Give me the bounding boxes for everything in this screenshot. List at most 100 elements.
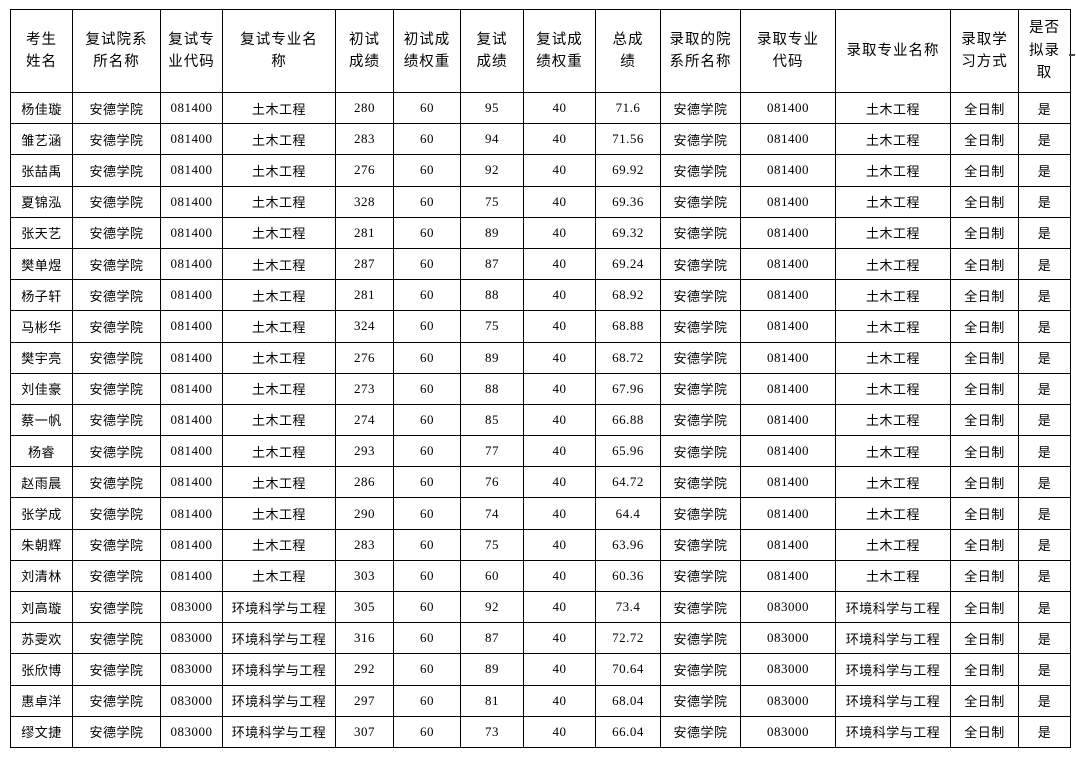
cell-is-admitted: 是 <box>1018 279 1071 312</box>
cell-is-admitted: 是 <box>1018 622 1071 655</box>
cell-initial-score-weight: 60 <box>393 341 461 374</box>
cell-retest-major-name: 土木工程 <box>222 279 336 312</box>
cell-admit-dept: 安德学院 <box>660 91 741 125</box>
cell-total-score: 68.92 <box>595 279 661 312</box>
table-row: 朱朝辉 安德学院 081400 土木工程 283 60 75 40 63.96 安德学院 08140… <box>10 528 1071 561</box>
cell-retest-major-name: 土木工程 <box>222 247 336 281</box>
cell-admit-major-code: 083000 <box>740 715 836 748</box>
cell-is-admitted: 是 <box>1018 466 1071 499</box>
table-row: 张天艺 安德学院 081400 土木工程 281 60 89 40 69.32 安德学院 08140… <box>10 216 1071 249</box>
cell-retest-score: 92 <box>460 154 524 187</box>
cell-admit-dept: 安德学院 <box>660 528 741 561</box>
cell-admit-major-name: 环境科学与工程 <box>835 590 951 624</box>
cell-total-score: 64.4 <box>595 497 661 530</box>
cell-retest-score-weight: 40 <box>523 91 596 125</box>
cell-study-mode: 全日制 <box>950 590 1019 624</box>
cell-total-score: 68.04 <box>595 684 661 717</box>
cell-retest-score: 89 <box>460 341 524 374</box>
cell-initial-score-weight: 60 <box>393 185 461 218</box>
cell-study-mode: 全日制 <box>950 559 1019 593</box>
cell-admit-major-code: 081400 <box>740 435 836 468</box>
cell-admit-dept: 安德学院 <box>660 310 741 343</box>
cell-admit-major-name: 土木工程 <box>835 91 951 125</box>
table-row: 缪文捷 安德学院 083000 环境科学与工程 307 60 73 40 66.04 安德学院 08… <box>10 715 1071 748</box>
cell-is-admitted: 是 <box>1018 91 1071 125</box>
cell-admit-dept: 安德学院 <box>660 123 741 156</box>
cell-study-mode: 全日制 <box>950 310 1019 343</box>
cell-retest-dept: 安德学院 <box>72 715 161 748</box>
cell-candidate-name: 杨佳璇 <box>10 91 73 125</box>
header-cell-retest-score-weight: 复试成 绩权重 <box>523 9 596 93</box>
cell-retest-major-code: 081400 <box>160 279 223 312</box>
cell-initial-score-weight: 60 <box>393 310 461 343</box>
cell-initial-score-weight: 60 <box>393 715 461 748</box>
cell-retest-score: 75 <box>460 310 524 343</box>
cell-retest-major-code: 081400 <box>160 559 223 593</box>
header-cell-initial-score-weight: 初试成 绩权重 <box>393 9 461 93</box>
cell-is-admitted: 是 <box>1018 497 1071 530</box>
table-row: 苏雯欢 安德学院 083000 环境科学与工程 316 60 87 40 72.72 安德学院 08… <box>10 622 1071 655</box>
cell-candidate-name: 杨子轩 <box>10 279 73 312</box>
cell-total-score: 71.56 <box>595 123 661 156</box>
cell-is-admitted: 是 <box>1018 372 1071 405</box>
cell-admit-major-name: 土木工程 <box>835 279 951 312</box>
cell-total-score: 60.36 <box>595 559 661 593</box>
cell-retest-major-name: 土木工程 <box>222 466 336 499</box>
cell-retest-dept: 安德学院 <box>72 653 161 686</box>
cell-is-admitted: 是 <box>1018 247 1071 281</box>
cell-admit-major-name: 土木工程 <box>835 559 951 593</box>
cell-total-score: 66.88 <box>595 403 661 437</box>
cell-admit-major-code: 081400 <box>740 185 836 218</box>
cell-is-admitted: 是 <box>1018 559 1071 593</box>
cell-initial-score-weight: 60 <box>393 435 461 468</box>
cell-candidate-name: 刘高璇 <box>10 590 73 624</box>
table-row: 樊单煜 安德学院 081400 土木工程 287 60 87 40 69.24 安德学院 08140… <box>10 247 1071 281</box>
cell-admit-major-name: 土木工程 <box>835 310 951 343</box>
cell-initial-score-weight: 60 <box>393 497 461 530</box>
cell-admit-dept: 安德学院 <box>660 715 741 748</box>
cell-total-score: 68.72 <box>595 341 661 374</box>
cell-admit-major-name: 环境科学与工程 <box>835 622 951 655</box>
cell-study-mode: 全日制 <box>950 185 1019 218</box>
cell-admit-major-code: 081400 <box>740 279 836 312</box>
cell-initial-score-weight: 60 <box>393 216 461 249</box>
cell-admit-major-code: 081400 <box>740 154 836 187</box>
cell-is-admitted: 是 <box>1018 216 1071 249</box>
cell-initial-score: 303 <box>335 559 394 593</box>
cell-retest-score-weight: 40 <box>523 435 596 468</box>
cell-admit-major-name: 土木工程 <box>835 466 951 499</box>
cell-retest-dept: 安德学院 <box>72 559 161 593</box>
header-cell-initial-score: 初试 成绩 <box>335 9 394 93</box>
cell-admit-major-name: 土木工程 <box>835 216 951 249</box>
cell-initial-score-weight: 60 <box>393 403 461 437</box>
cell-study-mode: 全日制 <box>950 466 1019 499</box>
cell-initial-score: 280 <box>335 91 394 125</box>
cell-initial-score: 292 <box>335 653 394 686</box>
cell-candidate-name: 赵雨晨 <box>10 466 73 499</box>
cell-retest-dept: 安德学院 <box>72 622 161 655</box>
cell-candidate-name: 缪文捷 <box>10 715 73 748</box>
cell-candidate-name: 惠卓洋 <box>10 684 73 717</box>
cell-admit-major-code: 081400 <box>740 310 836 343</box>
cell-total-score: 66.04 <box>595 715 661 748</box>
cell-retest-score: 94 <box>460 123 524 156</box>
cell-retest-score: 88 <box>460 279 524 312</box>
cell-admit-major-name: 土木工程 <box>835 247 951 281</box>
cell-retest-score-weight: 40 <box>523 216 596 249</box>
cell-is-admitted: 是 <box>1018 310 1071 343</box>
cell-candidate-name: 樊单煜 <box>10 247 73 281</box>
cell-admit-major-code: 083000 <box>740 653 836 686</box>
cell-retest-major-name: 土木工程 <box>222 341 336 374</box>
cell-admit-major-code: 081400 <box>740 91 836 125</box>
cell-retest-major-code: 083000 <box>160 590 223 624</box>
cell-initial-score: 307 <box>335 715 394 748</box>
cell-retest-major-name: 环境科学与工程 <box>222 684 336 717</box>
cell-initial-score: 324 <box>335 310 394 343</box>
table-row: 杨睿 安德学院 081400 土木工程 293 60 77 40 65.96 安德学院 081400… <box>10 435 1071 468</box>
cell-retest-score-weight: 40 <box>523 684 596 717</box>
cell-initial-score: 283 <box>335 123 394 156</box>
table-row: 雏艺涵 安德学院 081400 土木工程 283 60 94 40 71.56 安德学院 08140… <box>10 123 1071 156</box>
cell-admit-major-code: 081400 <box>740 403 836 437</box>
table-row: 夏锦泓 安德学院 081400 土木工程 328 60 75 40 69.36 安德学院 08140… <box>10 185 1071 218</box>
cell-retest-major-code: 081400 <box>160 372 223 405</box>
